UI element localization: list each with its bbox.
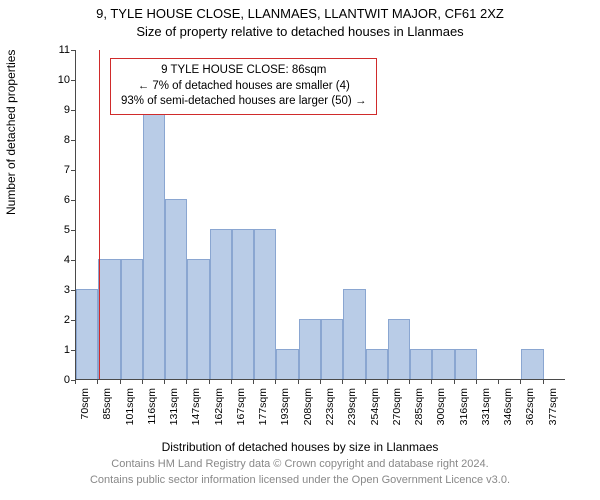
histogram-bar — [410, 349, 432, 379]
histogram-bar — [455, 349, 477, 379]
y-tick-label: 11 — [59, 44, 70, 56]
x-tick-label: 193sqm — [279, 388, 291, 432]
x-tick-label: 131sqm — [168, 388, 180, 432]
x-axis-label: Distribution of detached houses by size … — [0, 440, 600, 454]
y-tick-label: 7 — [64, 164, 70, 176]
x-tick-label: 101sqm — [124, 388, 136, 432]
x-tick-label: 147sqm — [190, 388, 202, 432]
histogram-bar — [366, 349, 388, 379]
y-tick-mark — [71, 230, 75, 231]
x-tick-mark — [142, 380, 143, 384]
histogram-bar — [165, 199, 187, 379]
x-tick-mark — [275, 380, 276, 384]
x-tick-mark — [431, 380, 432, 384]
x-tick-label: 162sqm — [213, 388, 225, 432]
y-axis-label: Number of detached properties — [4, 50, 18, 215]
y-tick-label: 0 — [64, 374, 70, 386]
histogram-bar — [432, 349, 454, 379]
histogram-bar — [210, 229, 232, 379]
y-tick-mark — [71, 290, 75, 291]
x-tick-label: 316sqm — [458, 388, 470, 432]
y-tick-label: 8 — [64, 134, 70, 146]
histogram-bar — [276, 349, 298, 379]
y-tick-mark — [71, 50, 75, 51]
info-line-2: ← 7% of detached houses are smaller (4) — [121, 79, 366, 95]
y-tick-label: 1 — [64, 344, 70, 356]
x-tick-mark — [498, 380, 499, 384]
histogram-bar — [232, 229, 254, 379]
x-tick-mark — [97, 380, 98, 384]
histogram-bar — [343, 289, 365, 379]
x-tick-mark — [75, 380, 76, 384]
x-tick-label: 270sqm — [391, 388, 403, 432]
x-tick-mark — [164, 380, 165, 384]
histogram-bar — [187, 259, 209, 379]
y-tick-mark — [71, 170, 75, 171]
histogram-bar — [98, 259, 120, 379]
x-tick-mark — [231, 380, 232, 384]
x-tick-label: 346sqm — [502, 388, 514, 432]
x-tick-mark — [342, 380, 343, 384]
y-tick-mark — [71, 200, 75, 201]
histogram-bar — [299, 319, 321, 379]
caption-line-2: Contains public sector information licen… — [0, 474, 600, 486]
x-tick-mark — [387, 380, 388, 384]
histogram-bar — [121, 259, 143, 379]
x-tick-mark — [209, 380, 210, 384]
x-tick-mark — [253, 380, 254, 384]
info-line-1: 9 TYLE HOUSE CLOSE: 86sqm — [121, 63, 366, 79]
y-tick-mark — [71, 110, 75, 111]
y-tick-label: 6 — [64, 194, 70, 206]
x-tick-mark — [120, 380, 121, 384]
x-tick-label: 362sqm — [524, 388, 536, 432]
histogram-bar — [254, 229, 276, 379]
x-tick-label: 377sqm — [547, 388, 559, 432]
histogram-bar — [521, 349, 543, 379]
x-tick-label: 167sqm — [235, 388, 247, 432]
info-box: 9 TYLE HOUSE CLOSE: 86sqm ← 7% of detach… — [110, 58, 377, 115]
histogram-bar — [143, 109, 165, 379]
x-tick-mark — [543, 380, 544, 384]
x-tick-label: 239sqm — [346, 388, 358, 432]
histogram-bar — [76, 289, 98, 379]
x-tick-label: 300sqm — [435, 388, 447, 432]
x-tick-label: 116sqm — [146, 388, 158, 432]
y-tick-mark — [71, 350, 75, 351]
y-tick-mark — [71, 80, 75, 81]
y-tick-mark — [71, 320, 75, 321]
x-tick-label: 223sqm — [324, 388, 336, 432]
x-tick-label: 70sqm — [79, 388, 91, 432]
chart-subtitle: Size of property relative to detached ho… — [0, 24, 600, 39]
x-tick-mark — [454, 380, 455, 384]
y-tick-mark — [71, 140, 75, 141]
x-tick-mark — [520, 380, 521, 384]
x-tick-label: 177sqm — [257, 388, 269, 432]
x-tick-label: 208sqm — [302, 388, 314, 432]
y-tick-label: 10 — [58, 74, 70, 86]
x-tick-label: 254sqm — [369, 388, 381, 432]
y-tick-label: 2 — [64, 314, 70, 326]
x-tick-mark — [320, 380, 321, 384]
x-tick-label: 85sqm — [101, 388, 113, 432]
x-tick-mark — [186, 380, 187, 384]
histogram-bar — [388, 319, 410, 379]
caption-line-1: Contains HM Land Registry data © Crown c… — [0, 458, 600, 470]
x-tick-mark — [365, 380, 366, 384]
x-tick-mark — [409, 380, 410, 384]
y-tick-label: 5 — [64, 224, 70, 236]
x-tick-label: 331sqm — [480, 388, 492, 432]
info-line-3: 93% of semi-detached houses are larger (… — [121, 94, 366, 110]
x-tick-mark — [476, 380, 477, 384]
histogram-bar — [321, 319, 343, 379]
y-tick-label: 9 — [64, 104, 70, 116]
y-tick-mark — [71, 260, 75, 261]
chart-title: 9, TYLE HOUSE CLOSE, LLANMAES, LLANTWIT … — [0, 6, 600, 21]
x-tick-label: 285sqm — [413, 388, 425, 432]
reference-line — [99, 50, 100, 379]
y-tick-label: 4 — [64, 254, 70, 266]
y-tick-label: 3 — [64, 284, 70, 296]
x-tick-mark — [298, 380, 299, 384]
